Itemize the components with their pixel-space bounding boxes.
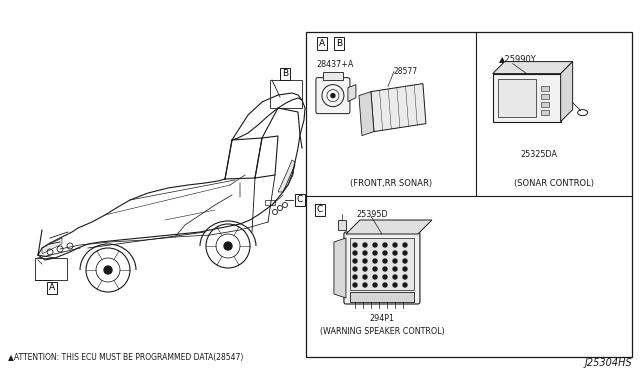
Polygon shape: [42, 238, 62, 254]
FancyBboxPatch shape: [498, 78, 536, 116]
Circle shape: [353, 259, 357, 263]
Circle shape: [353, 283, 357, 287]
Circle shape: [373, 243, 377, 247]
Circle shape: [403, 251, 407, 255]
FancyBboxPatch shape: [350, 238, 414, 290]
Circle shape: [403, 259, 407, 263]
Circle shape: [383, 259, 387, 263]
Circle shape: [353, 267, 357, 271]
Circle shape: [383, 283, 387, 287]
FancyBboxPatch shape: [541, 102, 548, 107]
FancyBboxPatch shape: [323, 72, 343, 80]
Circle shape: [363, 275, 367, 279]
Circle shape: [393, 243, 397, 247]
Text: J25304HS: J25304HS: [584, 358, 632, 368]
Circle shape: [353, 251, 357, 255]
FancyBboxPatch shape: [306, 32, 632, 357]
Text: 28577: 28577: [394, 67, 418, 76]
Text: ▲ATTENTION: THIS ECU MUST BE PROGRAMMED DATA(28547): ▲ATTENTION: THIS ECU MUST BE PROGRAMMED …: [8, 353, 243, 362]
Circle shape: [403, 243, 407, 247]
Circle shape: [403, 275, 407, 279]
Circle shape: [403, 267, 407, 271]
Circle shape: [373, 259, 377, 263]
Circle shape: [393, 251, 397, 255]
Circle shape: [104, 266, 112, 274]
Circle shape: [383, 243, 387, 247]
Polygon shape: [493, 62, 573, 74]
Circle shape: [383, 251, 387, 255]
FancyBboxPatch shape: [493, 74, 561, 122]
Ellipse shape: [331, 94, 335, 97]
Circle shape: [383, 275, 387, 279]
Circle shape: [363, 283, 367, 287]
FancyBboxPatch shape: [350, 292, 414, 302]
Circle shape: [353, 243, 357, 247]
Text: C: C: [297, 196, 303, 205]
Circle shape: [353, 275, 357, 279]
FancyBboxPatch shape: [541, 94, 548, 99]
Text: B: B: [336, 39, 342, 48]
FancyBboxPatch shape: [541, 110, 548, 115]
Text: 25325DA: 25325DA: [521, 150, 557, 158]
Polygon shape: [561, 62, 573, 122]
Circle shape: [393, 267, 397, 271]
FancyBboxPatch shape: [338, 220, 346, 230]
FancyBboxPatch shape: [316, 78, 350, 113]
Polygon shape: [371, 84, 426, 132]
Text: 294P1: 294P1: [369, 314, 394, 323]
Circle shape: [403, 283, 407, 287]
Text: C: C: [317, 205, 323, 215]
Circle shape: [363, 243, 367, 247]
Circle shape: [373, 275, 377, 279]
Circle shape: [373, 251, 377, 255]
Polygon shape: [334, 238, 346, 298]
FancyBboxPatch shape: [265, 200, 275, 205]
Circle shape: [373, 283, 377, 287]
FancyBboxPatch shape: [344, 232, 420, 304]
Text: (WARNING SPEAKER CONTROL): (WARNING SPEAKER CONTROL): [319, 327, 444, 336]
Circle shape: [393, 275, 397, 279]
Text: 25395D: 25395D: [356, 210, 388, 219]
Text: A: A: [49, 283, 55, 292]
Circle shape: [373, 267, 377, 271]
Circle shape: [393, 283, 397, 287]
Circle shape: [363, 259, 367, 263]
Circle shape: [224, 242, 232, 250]
Polygon shape: [348, 84, 356, 102]
Text: 28437+A: 28437+A: [316, 60, 353, 68]
Circle shape: [383, 267, 387, 271]
Text: (FRONT,RR SONAR): (FRONT,RR SONAR): [349, 179, 432, 188]
Polygon shape: [359, 92, 374, 136]
Circle shape: [393, 259, 397, 263]
Polygon shape: [278, 160, 295, 192]
Text: B: B: [282, 70, 288, 78]
Circle shape: [363, 251, 367, 255]
Text: A: A: [319, 39, 325, 48]
FancyBboxPatch shape: [541, 86, 548, 91]
Polygon shape: [346, 220, 432, 234]
Text: (SONAR CONTROL): (SONAR CONTROL): [514, 179, 594, 188]
Circle shape: [363, 267, 367, 271]
Text: ▲25990Y: ▲25990Y: [499, 54, 536, 62]
